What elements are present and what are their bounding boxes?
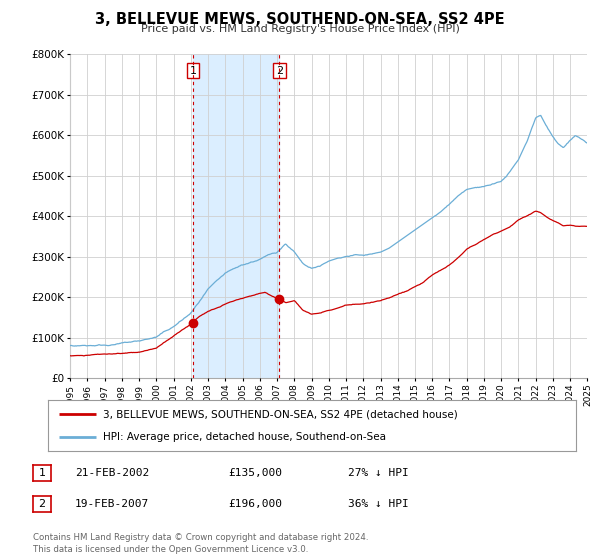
Text: 3, BELLEVUE MEWS, SOUTHEND-ON-SEA, SS2 4PE (detached house): 3, BELLEVUE MEWS, SOUTHEND-ON-SEA, SS2 4… (103, 409, 458, 419)
Text: 21-FEB-2002: 21-FEB-2002 (75, 468, 149, 478)
Text: 1: 1 (190, 66, 197, 76)
Text: £196,000: £196,000 (228, 499, 282, 509)
Text: Price paid vs. HM Land Registry's House Price Index (HPI): Price paid vs. HM Land Registry's House … (140, 24, 460, 34)
Text: 2: 2 (276, 66, 283, 76)
Bar (193, 54, 280, 378)
Text: 3, BELLEVUE MEWS, SOUTHEND-ON-SEA, SS2 4PE: 3, BELLEVUE MEWS, SOUTHEND-ON-SEA, SS2 4… (95, 12, 505, 27)
Text: 2: 2 (38, 499, 46, 509)
Text: 1: 1 (38, 468, 46, 478)
Text: HPI: Average price, detached house, Southend-on-Sea: HPI: Average price, detached house, Sout… (103, 432, 386, 442)
Text: Contains HM Land Registry data © Crown copyright and database right 2024.
This d: Contains HM Land Registry data © Crown c… (33, 533, 368, 554)
Text: £135,000: £135,000 (228, 468, 282, 478)
Text: 27% ↓ HPI: 27% ↓ HPI (348, 468, 409, 478)
Text: 36% ↓ HPI: 36% ↓ HPI (348, 499, 409, 509)
Text: 19-FEB-2007: 19-FEB-2007 (75, 499, 149, 509)
